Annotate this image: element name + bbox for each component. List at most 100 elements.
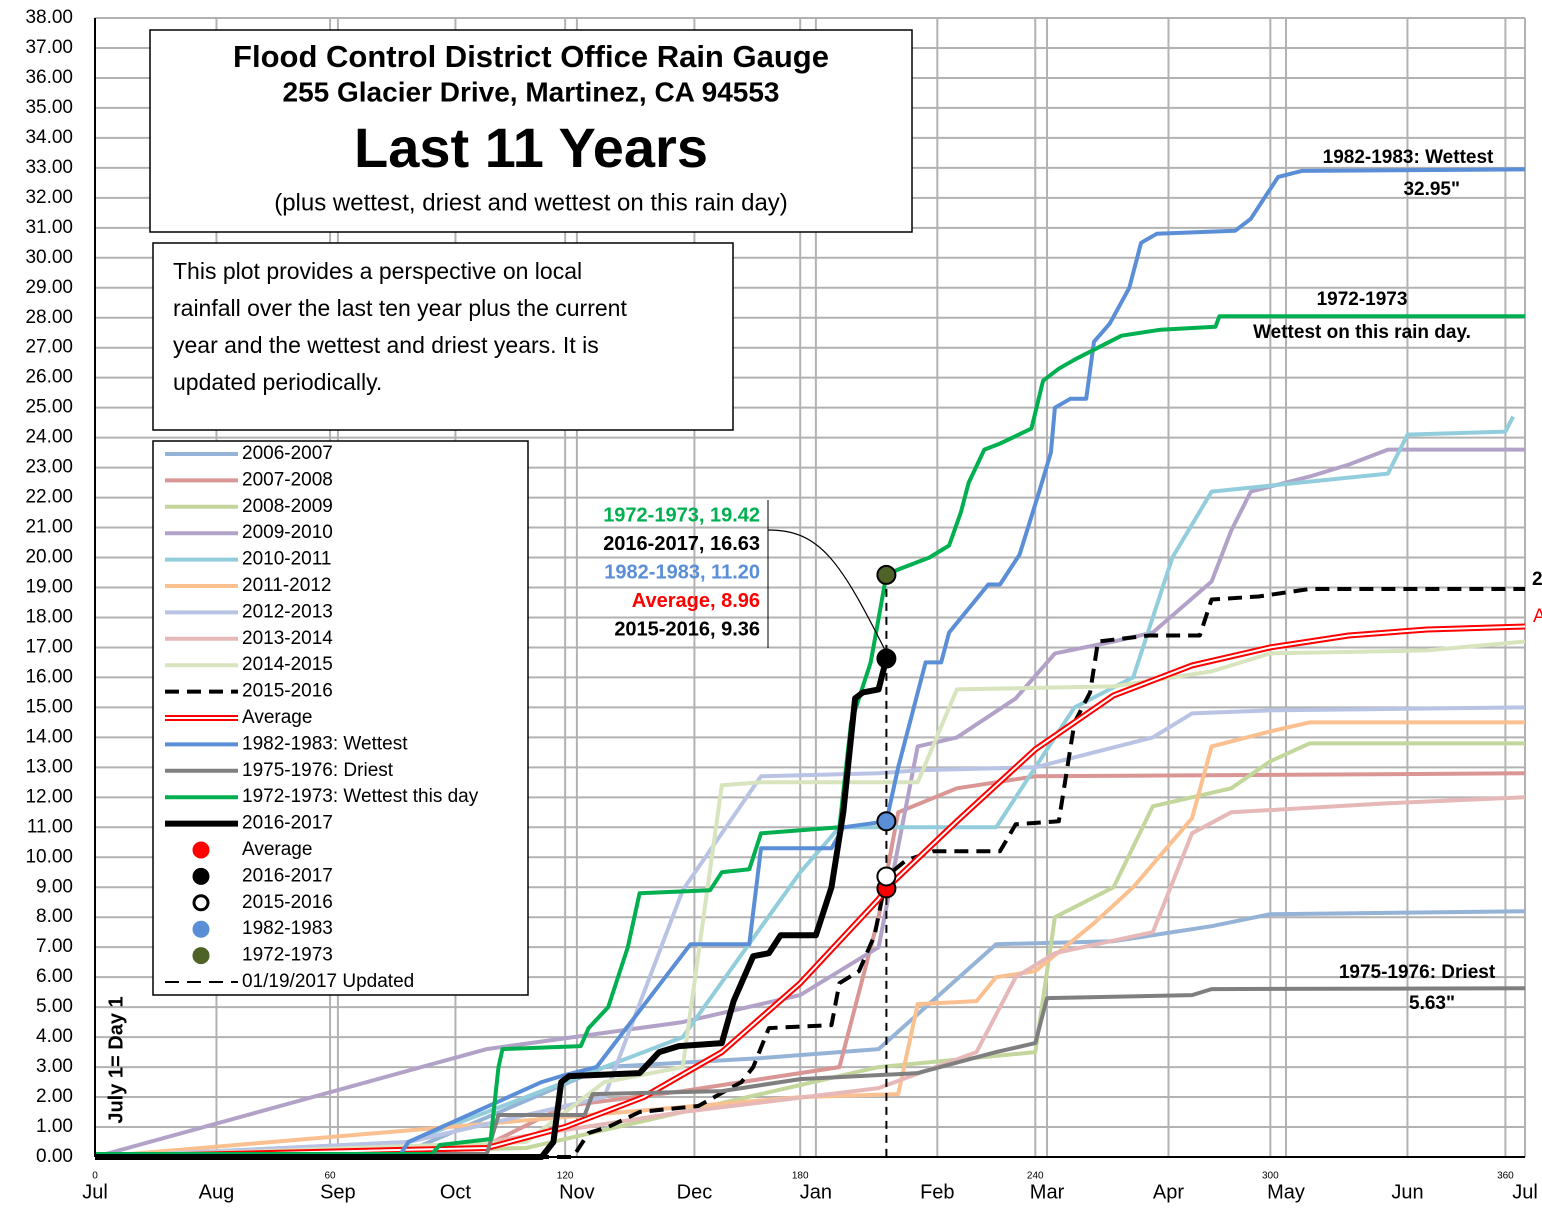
legend-label: 2007-2008 (242, 469, 333, 490)
y-tick-label: 35.00 (25, 97, 73, 118)
legend-swatch (192, 894, 210, 912)
legend-label: 1972-1973 (242, 945, 333, 966)
month-label: Jul (82, 1181, 108, 1203)
callout-connector (767, 529, 889, 657)
y-tick-label: 32.00 (25, 187, 73, 208)
y-tick-label: 27.00 (25, 337, 73, 358)
month-label: Oct (440, 1181, 472, 1203)
legend-label: 2015-2016 (242, 681, 333, 702)
callout-label: 1972-1973, 19.42 (603, 504, 760, 526)
y-tick-label: 29.00 (25, 277, 73, 298)
title: Flood Control District Office Rain Gauge (233, 39, 829, 74)
series-line (95, 986, 1526, 1156)
legend-label: 2010-2011 (242, 549, 331, 570)
y-tick-label: 18.00 (25, 606, 73, 627)
x-tick-label: 60 (325, 1171, 337, 1182)
legend: 2006-2007 2007-2008 2008-2009 2009-2010 2010… (165, 443, 479, 992)
description-line: year and the wettest and driest years. I… (173, 332, 599, 358)
y-tick-label: 14.00 (25, 726, 73, 747)
annotation: A (1533, 606, 1542, 627)
legend-label: 2009-2010 (242, 522, 333, 543)
x-tick-label: 360 (1497, 1171, 1514, 1182)
legend-label: 01/19/2017 Updated (242, 971, 414, 992)
month-label: Jul (1512, 1181, 1538, 1203)
annotation: 1982-1983: Wettest (1323, 147, 1494, 168)
legend-label: 2011-2012 (242, 575, 331, 596)
legend-label: 1982-1983: Wettest (242, 733, 408, 754)
month-label: Mar (1030, 1181, 1065, 1203)
legend-swatch (192, 947, 210, 965)
legend-label: 2012-2013 (242, 601, 333, 622)
series-line (95, 657, 890, 1160)
y-tick-label: 37.00 (25, 37, 73, 58)
description-box (152, 242, 734, 431)
y-tick-label: 12.00 (25, 786, 73, 807)
y-tick-label: 36.00 (25, 67, 73, 88)
y-tick-label: 3.00 (36, 1056, 73, 1077)
description-line: This plot provides a perspective on loca… (173, 258, 582, 284)
x-tick-label: 180 (792, 1171, 809, 1182)
marker (876, 648, 897, 669)
legend-swatch (192, 920, 210, 938)
y-axis-label: July 1= Day 1 (105, 996, 127, 1123)
legend-label: 2015-2016 (242, 892, 333, 913)
legend-label: 2006-2007 (242, 443, 333, 464)
y-tick-label: 31.00 (25, 217, 73, 238)
legend-label: Average (242, 839, 312, 860)
month-label: Jun (1391, 1181, 1423, 1203)
month-label: Aug (199, 1181, 235, 1203)
series-line (94, 795, 1526, 1159)
x-tick-label: 240 (1027, 1171, 1044, 1182)
title-box (149, 29, 913, 233)
y-tick-label: 38.00 (25, 7, 73, 28)
plot-lines (94, 167, 1526, 1160)
month-label: Dec (677, 1181, 713, 1203)
subheading: (plus wettest, driest and wettest on thi… (274, 189, 788, 216)
callout-label: Average, 8.96 (632, 590, 760, 612)
y-tick-label: 16.00 (25, 666, 73, 687)
marker (876, 564, 897, 585)
legend-label: 1972-1973: Wettest this day (242, 786, 479, 807)
description-line: rainfall over the last ten year plus the… (173, 295, 627, 321)
y-tick-label: 19.00 (25, 577, 73, 598)
y-tick-label: 2.00 (36, 1086, 73, 1107)
series-line (95, 314, 1525, 1156)
headline: Last 11 Years (354, 116, 708, 179)
month-label: May (1267, 1181, 1305, 1203)
month-label: Feb (920, 1181, 954, 1203)
legend-label: 2016-2017 (242, 813, 333, 834)
series-line (94, 415, 1515, 1159)
y-tick-label: 11.00 (27, 816, 73, 837)
series-line (95, 167, 1526, 1156)
description: This plot provides a perspective on loca… (173, 258, 627, 395)
legend-label: 2016-2017 (242, 865, 333, 886)
y-tick-label: 10.00 (25, 846, 73, 867)
y-tick-label: 6.00 (36, 966, 73, 987)
description-line: updated periodically. (173, 369, 382, 395)
month-label: Apr (1153, 1181, 1184, 1203)
y-tick-label: 21.00 (25, 517, 73, 538)
callout-label: 2016-2017, 16.63 (603, 533, 760, 555)
y-tick-label: 26.00 (25, 367, 73, 388)
annotation: 1972-1973 (1317, 289, 1408, 310)
y-tick-label: 1.00 (36, 1116, 73, 1137)
legend-label: 1975-1976: Driest (242, 760, 394, 781)
y-tick-label: 17.00 (25, 636, 73, 657)
y-tick-label: 25.00 (25, 397, 73, 418)
legend-label: Average (242, 707, 312, 728)
annotation: 5.63" (1409, 993, 1455, 1014)
legend-swatch (192, 841, 210, 859)
legend-label: 2008-2009 (242, 496, 333, 517)
annotation: 2 (1532, 569, 1542, 590)
y-tick-label: 33.00 (25, 157, 73, 178)
month-label: Nov (559, 1181, 595, 1203)
y-tick-label: 5.00 (36, 996, 73, 1017)
x-tick-label: 300 (1262, 1171, 1279, 1182)
marker (876, 866, 897, 887)
series-line (95, 587, 1525, 1159)
annotation: Wettest on this rain day. (1253, 322, 1471, 343)
callout-label: 1982-1983, 11.20 (604, 561, 760, 583)
y-tick-label: 0.00 (36, 1146, 73, 1167)
y-tick-label: 34.00 (25, 127, 73, 148)
